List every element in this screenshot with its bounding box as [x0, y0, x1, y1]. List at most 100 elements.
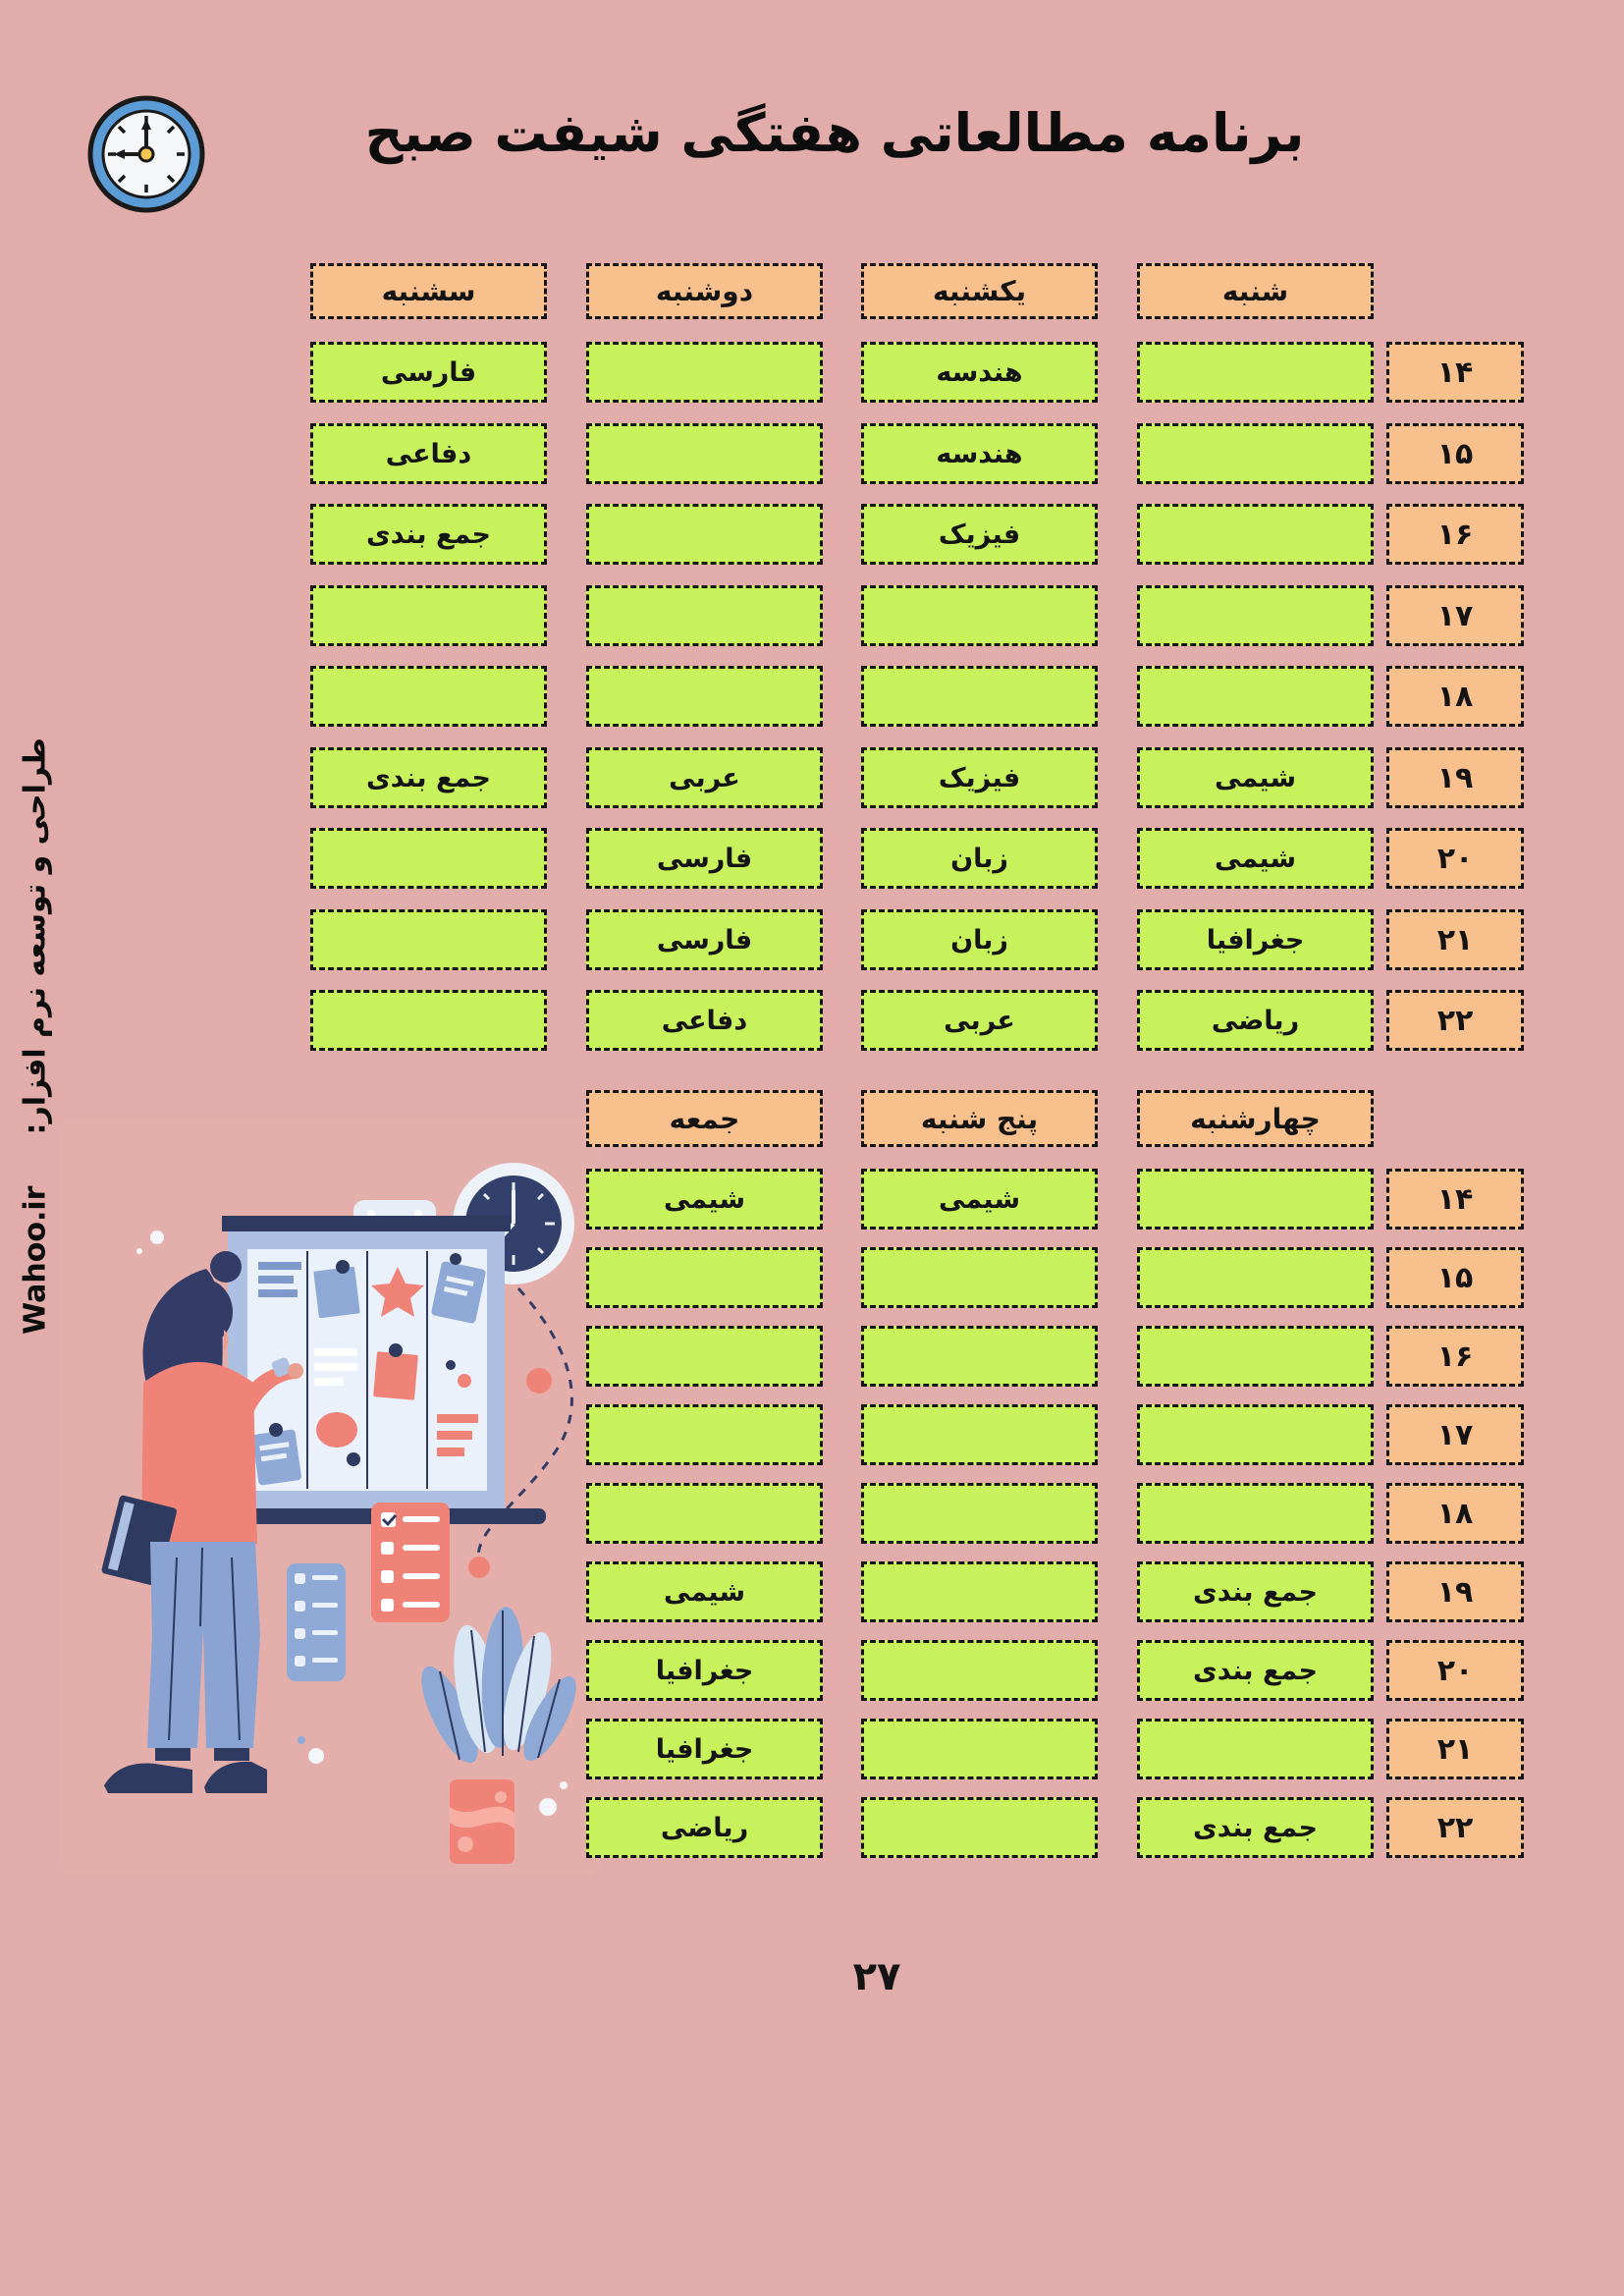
schedule-cell	[310, 909, 547, 970]
schedule-cell: شیمی	[1137, 828, 1374, 889]
schedule-cell: شیمی	[586, 1169, 823, 1230]
schedule-cell	[586, 1483, 823, 1544]
schedule-cell: زبان	[861, 828, 1098, 889]
schedule-cell: جمع بندی	[1137, 1561, 1374, 1622]
schedule-cell: فیزیک	[861, 747, 1098, 808]
schedule-cell	[586, 342, 823, 403]
checklist-card-small	[287, 1563, 346, 1681]
schedule-cell: هندسه	[861, 423, 1098, 484]
schedule-cell	[310, 666, 547, 727]
time-cell: ۲۲	[1386, 990, 1524, 1051]
schedule-cell	[1137, 1326, 1374, 1387]
schedule-cell	[1137, 423, 1374, 484]
schedule-cell: ریاضی	[1137, 990, 1374, 1051]
schedule-cell: ریاضی	[586, 1797, 823, 1858]
time-cell: ۱۸	[1386, 666, 1524, 727]
time-cell: ۲۱	[1386, 909, 1524, 970]
time-cell: ۱۷	[1386, 1404, 1524, 1465]
schedule-cell	[1137, 1483, 1374, 1544]
schedule-cell: جغرافیا	[586, 1719, 823, 1779]
schedule-cell: فارسی	[586, 828, 823, 889]
schedule-cell	[861, 1561, 1098, 1622]
schedule-cell: فارسی	[586, 909, 823, 970]
schedule-cell: شیمی	[586, 1561, 823, 1622]
plant	[421, 1607, 576, 1864]
schedule-cell	[586, 504, 823, 565]
schedule-cell	[1137, 504, 1374, 565]
planning-board	[206, 1200, 546, 1524]
schedule-cell: دفاعی	[310, 423, 547, 484]
time-cell: ۱۶	[1386, 1326, 1524, 1387]
schedule-cell: زبان	[861, 909, 1098, 970]
schedule-cell	[861, 1483, 1098, 1544]
day-header: شنبه	[1137, 263, 1374, 319]
schedule-cell	[586, 1404, 823, 1465]
time-cell: ۲۱	[1386, 1719, 1524, 1779]
schedule-cell	[861, 1640, 1098, 1701]
schedule-cell: فیزیک	[861, 504, 1098, 565]
schedule-cell	[861, 1797, 1098, 1858]
day-header: سشنبه	[310, 263, 547, 319]
schedule-cell: جمع بندی	[310, 504, 547, 565]
schedule-cell	[310, 585, 547, 646]
time-cell: ۲۰	[1386, 1640, 1524, 1701]
schedule-cell	[1137, 1169, 1374, 1230]
schedule-cell: جغرافیا	[586, 1640, 823, 1701]
checklist-card	[371, 1503, 450, 1622]
schedule-cell: جمع بندی	[310, 747, 547, 808]
day-header: پنج شنبه	[861, 1090, 1098, 1147]
time-cell: ۲۲	[1386, 1797, 1524, 1858]
schedule-cell	[586, 585, 823, 646]
schedule-cell	[861, 1404, 1098, 1465]
decorative-dots	[136, 1230, 568, 1816]
day-header: جمعه	[586, 1090, 823, 1147]
schedule-cell	[310, 990, 547, 1051]
schedule-cell: دفاعی	[586, 990, 823, 1051]
time-cell: ۱۵	[1386, 1247, 1524, 1308]
schedule-cell	[586, 1326, 823, 1387]
day-header: چهارشنبه	[1137, 1090, 1374, 1147]
dashed-connector	[468, 1286, 573, 1578]
time-cell: ۱۴	[1386, 1169, 1524, 1230]
credit-website: Wahoo.ir	[18, 1185, 53, 1335]
schedule-cell	[310, 828, 547, 889]
schedule-cell	[861, 666, 1098, 727]
schedule-cell	[1137, 585, 1374, 646]
page-title: برنامه مطالعاتی هفتگی شیفت صبح	[364, 102, 1305, 164]
schedule-cell: فارسی	[310, 342, 547, 403]
time-cell: ۱۴	[1386, 342, 1524, 403]
time-cell: ۱۸	[1386, 1483, 1524, 1544]
page-number: ۲۷	[852, 1954, 901, 1999]
schedule-cell	[1137, 666, 1374, 727]
schedule-cell	[861, 1326, 1098, 1387]
credit-vertical-text: طراحی و توسعه نرم افزار: Wahoo.ir	[19, 738, 53, 1335]
schedule-cell	[586, 423, 823, 484]
schedule-cell	[1137, 1404, 1374, 1465]
schedule-cell	[586, 1247, 823, 1308]
schedule-cell: جمع بندی	[1137, 1797, 1374, 1858]
schedule-cell: شیمی	[1137, 747, 1374, 808]
schedule-cell: جغرافیا	[1137, 909, 1374, 970]
time-cell: ۱۶	[1386, 504, 1524, 565]
time-cell: ۲۰	[1386, 828, 1524, 889]
schedule-cell	[861, 1247, 1098, 1308]
person	[101, 1251, 303, 1793]
schedule-cell	[861, 585, 1098, 646]
time-cell: ۱۵	[1386, 423, 1524, 484]
schedule-cell	[861, 1719, 1098, 1779]
schedule-cell: شیمی	[861, 1169, 1098, 1230]
schedule-cell: جمع بندی	[1137, 1640, 1374, 1701]
credit-label: طراحی و توسعه نرم افزار:	[18, 738, 53, 1135]
schedule-cell: عربی	[586, 747, 823, 808]
schedule-cell	[1137, 1719, 1374, 1779]
schedule-cell	[1137, 342, 1374, 403]
schedule-cell: عربی	[861, 990, 1098, 1051]
planning-illustration	[59, 1120, 599, 1876]
schedule-cell	[586, 666, 823, 727]
time-cell: ۱۷	[1386, 585, 1524, 646]
schedule-cell: هندسه	[861, 342, 1098, 403]
schedule-cell	[1137, 1247, 1374, 1308]
time-cell: ۱۹	[1386, 747, 1524, 808]
time-cell: ۱۹	[1386, 1561, 1524, 1622]
